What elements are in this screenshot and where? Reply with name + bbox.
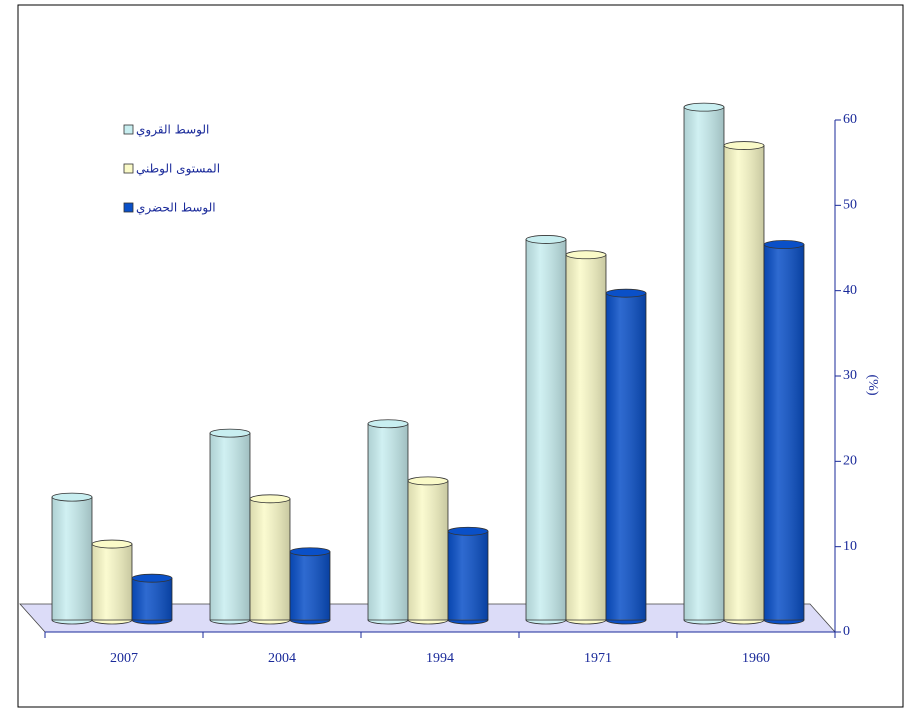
legend-label: المستوى الوطني: [136, 162, 220, 177]
bar-shade: [368, 423, 408, 620]
bar-shade: [566, 254, 606, 621]
cylinder-top: [525, 235, 567, 244]
cylinder-top: [367, 419, 409, 429]
cylinder-top: [209, 428, 251, 438]
bar-shade: [724, 145, 764, 620]
bar-shade: [132, 578, 172, 620]
bar-shade: [408, 480, 448, 620]
cylinder-top: [723, 141, 765, 150]
y-tick-label: 10: [843, 539, 857, 554]
y-tick-label: 60: [843, 112, 857, 127]
bar-shade: [684, 107, 724, 620]
bar-shade: [250, 498, 290, 620]
cylinder-top: [289, 547, 331, 557]
bar-shade: [764, 244, 804, 621]
x-tick-label: 1971: [584, 651, 612, 666]
bar-shade: [92, 544, 132, 620]
x-tick-label: 1994: [426, 651, 454, 666]
cylinder-top: [407, 476, 449, 486]
cylinder-top: [763, 240, 805, 249]
bar-shade: [448, 531, 488, 620]
bar-shade: [526, 239, 566, 620]
x-tick-label: 2007: [110, 651, 138, 666]
cylinder-top: [683, 102, 725, 112]
y-tick-label: 30: [843, 368, 857, 383]
y-axis-label: (%): [865, 375, 880, 396]
bar-shade: [606, 293, 646, 620]
x-tick-label: 1960: [742, 651, 770, 666]
legend-swatch: [123, 163, 134, 174]
cylinder-top: [91, 539, 133, 549]
x-tick-label: 2004: [268, 651, 296, 666]
cylinder-top: [51, 492, 93, 502]
bar-shade: [290, 551, 330, 620]
cylinder-top: [605, 288, 647, 298]
legend-label: الوسط الحضري: [136, 201, 216, 216]
y-tick-label: 50: [843, 198, 857, 213]
legend-swatch: [123, 202, 134, 213]
cylinder-top: [447, 526, 489, 536]
y-tick-label: 20: [843, 454, 857, 469]
y-tick-label: 0: [843, 624, 850, 639]
y-tick-label: 40: [843, 283, 857, 298]
legend-swatch: [123, 124, 134, 135]
bar-shade: [52, 497, 92, 620]
cylinder-top: [565, 250, 607, 260]
cylinder-top: [131, 573, 173, 583]
cylinder-top: [249, 494, 291, 504]
legend-label: الوسط القروي: [136, 123, 209, 138]
bar-shade: [210, 433, 250, 620]
